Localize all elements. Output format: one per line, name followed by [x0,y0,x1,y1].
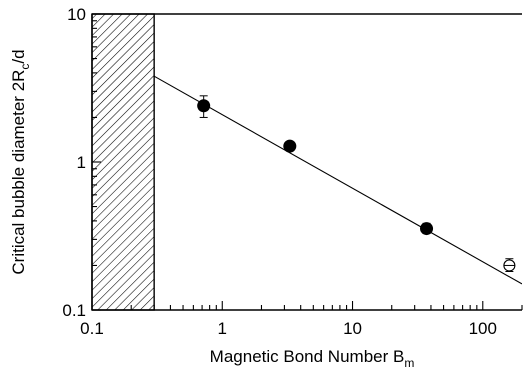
y-axis-label: Critical bubble diameter 2Rc/d [9,49,32,274]
x-tick-label: 10 [343,319,362,338]
fit-line [153,75,522,285]
x-axis-label: Magnetic Bond Number Bm [210,347,415,370]
axes-layer [91,13,523,311]
y-axis-label-sub: c [18,64,32,70]
marker-filled-circle [420,222,434,236]
y-tick-label: 10 [67,5,86,24]
data-point [283,139,297,153]
x-tick-label: 100 [469,319,497,338]
x-tick-labels: 0.1 1 10 100 [80,319,497,338]
x-tick-label: 1 [218,319,227,338]
x-tick-label: 0.1 [80,319,104,338]
y-tick-label: 1 [77,153,86,172]
marker-filled-circle [283,139,297,153]
y-tick-labels: 0.1 1 10 [62,5,86,320]
marker-filled-circle [197,99,211,113]
y-axis-label-post: /d [9,49,28,63]
data-point [420,222,434,236]
y-tick-label: 0.1 [62,301,86,320]
y-axis-label-pre: Critical bubble diameter 2R [9,70,28,275]
data-point [197,95,211,118]
data-points-layer [197,95,516,273]
x-axis-label-sub: m [404,356,414,370]
excluded-region-layer [91,13,155,311]
fit-line-layer [153,75,522,285]
excluded-region [91,13,155,311]
x-axis-label-main: Magnetic Bond Number B [210,347,405,366]
data-point-open [503,258,516,273]
